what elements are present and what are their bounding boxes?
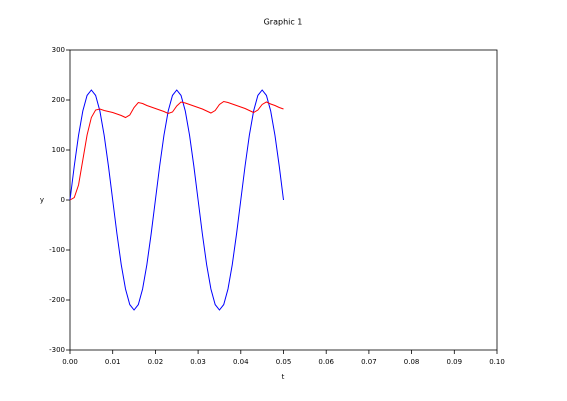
y-tick-label: 300 bbox=[52, 46, 65, 54]
y-tick-label: 200 bbox=[52, 96, 65, 104]
x-tick-label: 0.08 bbox=[404, 358, 420, 366]
y-tick-label: -200 bbox=[49, 296, 65, 304]
series-line bbox=[69, 89, 284, 311]
x-tick-label: 0.01 bbox=[105, 358, 121, 366]
chart-title: Graphic 1 bbox=[264, 18, 303, 27]
x-axis-label: t bbox=[282, 373, 285, 381]
x-tick-label: 0.02 bbox=[148, 358, 164, 366]
x-tick-label: 0.10 bbox=[489, 358, 505, 366]
x-tick-label: 0.04 bbox=[233, 358, 249, 366]
x-tick-label: 0.00 bbox=[62, 358, 78, 366]
x-tick-label: 0.05 bbox=[276, 358, 292, 366]
x-tick-label: 0.03 bbox=[190, 358, 206, 366]
x-tick-label: 0.06 bbox=[318, 358, 334, 366]
x-tick-label: 0.07 bbox=[361, 358, 377, 366]
y-tick-label: 100 bbox=[52, 146, 65, 154]
series-line bbox=[69, 100, 284, 201]
y-tick-label: 0 bbox=[61, 196, 65, 204]
y-tick-label: -300 bbox=[49, 346, 65, 354]
y-axis-label: y bbox=[40, 196, 44, 204]
y-tick-label: -100 bbox=[49, 246, 65, 254]
x-tick-label: 0.09 bbox=[447, 358, 463, 366]
